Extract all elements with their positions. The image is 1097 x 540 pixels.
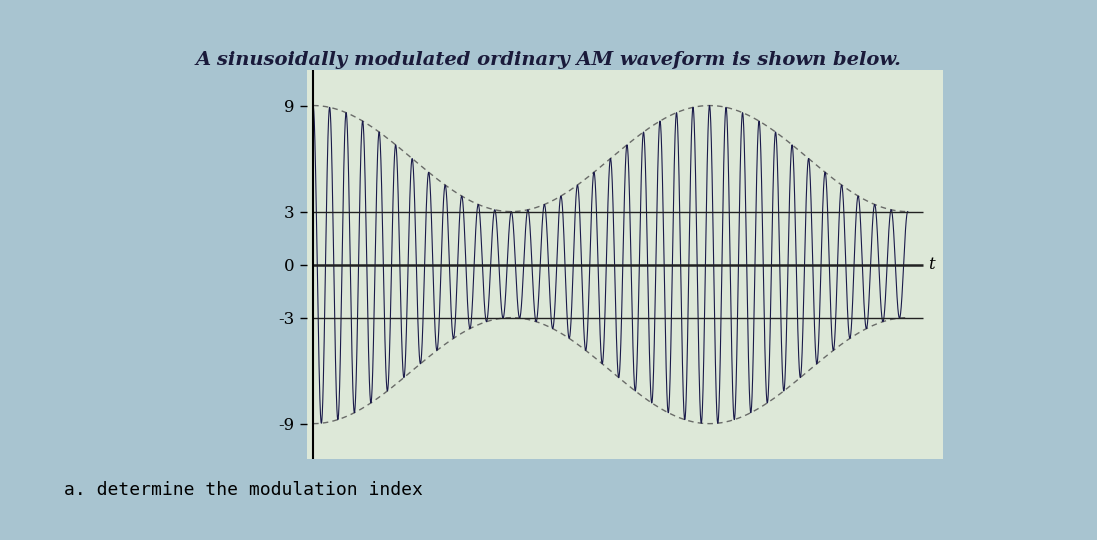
Text: a. determine the modulation index: a. determine the modulation index: [64, 481, 423, 498]
Text: A sinusoidally modulated ordinary AM waveform is shown below.: A sinusoidally modulated ordinary AM wav…: [195, 51, 902, 70]
Text: t: t: [928, 256, 935, 273]
